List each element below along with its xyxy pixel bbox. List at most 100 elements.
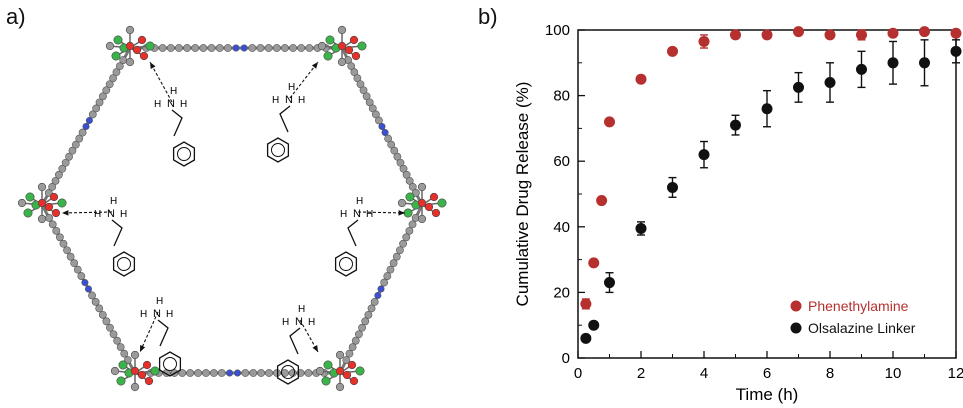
data-point — [856, 29, 867, 41]
carbon-atom — [248, 44, 257, 52]
oxygen-atom — [349, 376, 359, 386]
carbon-atom — [297, 44, 306, 52]
oxygen-atom — [344, 45, 354, 55]
binding-arrow — [149, 61, 173, 103]
oxygen-atom — [342, 370, 352, 380]
benzene-ring — [276, 359, 300, 385]
oxygen-atom — [424, 202, 434, 212]
metal-atom — [405, 192, 415, 202]
carbon-atom — [347, 62, 356, 71]
x-tick-label: 0 — [574, 365, 582, 382]
x-axis-label: Time (h) — [736, 385, 799, 404]
data-point — [950, 27, 962, 39]
carbon-atom — [289, 44, 297, 52]
carbon-atom — [99, 92, 107, 101]
carbon-atom — [91, 298, 100, 306]
amine-hydrogen-label: H — [308, 317, 315, 328]
data-point — [698, 34, 710, 49]
metal-atom — [437, 198, 447, 208]
carbon-atom — [51, 176, 60, 185]
data-point — [667, 176, 678, 198]
linker-strut — [338, 204, 424, 374]
amine-hydrogen-label: H — [340, 209, 347, 220]
carbon-atom — [393, 152, 402, 161]
metal-cluster — [317, 25, 367, 67]
carbon-atom — [241, 369, 250, 377]
data-point — [730, 29, 741, 41]
metal-cluster — [315, 350, 365, 392]
data-point — [887, 40, 899, 85]
carbon-atom — [380, 278, 389, 287]
data-point — [761, 89, 773, 128]
metal-atom — [118, 360, 128, 370]
y-tick-label: 0 — [562, 350, 570, 367]
metal-atom — [23, 208, 33, 218]
carbon-atom — [186, 369, 195, 377]
metal-atom — [323, 51, 333, 61]
carbon-atom — [63, 246, 71, 255]
carbon-atom — [397, 198, 407, 208]
marker — [856, 63, 867, 75]
oxygen-atom — [51, 208, 61, 218]
data-point — [667, 45, 678, 57]
phenethylamine-molecule: NH HH — [334, 196, 406, 277]
nitrogen-atom — [378, 123, 386, 131]
carbon-atom — [405, 226, 414, 235]
marker — [667, 181, 678, 193]
carbon-atom — [70, 259, 79, 268]
oxygen-atom — [335, 366, 345, 376]
data-point — [635, 73, 647, 85]
carbon-atom — [112, 68, 121, 77]
x-tick-label: 4 — [700, 365, 708, 382]
carbon-atom — [345, 349, 354, 358]
amine-hydrogen-label: H — [170, 86, 177, 97]
carbon-atom — [116, 343, 125, 352]
arrow-head — [398, 210, 405, 216]
carbon-atom — [217, 369, 226, 377]
nitrogen-atom — [234, 369, 242, 377]
data-point — [824, 29, 836, 41]
carbon-atom — [402, 170, 411, 179]
nitrogen-atom — [85, 285, 93, 293]
marker — [580, 298, 592, 310]
arrow-head — [150, 62, 156, 69]
ethyl-chain — [171, 109, 183, 137]
carbon-atom — [113, 336, 122, 345]
metal-cluster — [110, 350, 160, 392]
metal-atom — [150, 366, 160, 376]
linker-strut — [40, 47, 132, 206]
carbon-atom — [249, 369, 258, 377]
carbon-atom — [125, 25, 135, 35]
metal-atom — [116, 376, 126, 386]
nitrogen-atom — [381, 129, 389, 137]
metal-atom — [57, 198, 67, 208]
phenethylamine-molecule: NH HH — [266, 61, 319, 163]
carbon-atom — [396, 246, 404, 255]
oxygen-atom — [429, 192, 439, 202]
carbon-atom — [417, 214, 427, 224]
metal-atom — [145, 41, 155, 51]
benzene-ring — [112, 251, 136, 277]
carbon-atom — [389, 259, 398, 268]
carbon-atom — [305, 44, 314, 52]
marker — [580, 332, 592, 344]
oxygen-atom — [144, 376, 154, 386]
data-point — [596, 195, 608, 207]
metal-atom — [357, 41, 367, 51]
carbon-atom — [417, 182, 427, 192]
binding-arrow — [357, 211, 406, 214]
panel-b-label: b) — [478, 4, 498, 29]
x-tick-label: 10 — [885, 365, 902, 382]
oxygen-atom — [139, 51, 149, 61]
carbon-atom — [367, 304, 376, 313]
marker — [824, 29, 836, 41]
carbon-atom — [166, 44, 175, 52]
amine-hydrogen-label: H — [180, 99, 187, 110]
carbon-atom — [48, 220, 57, 229]
carbon-atom — [194, 369, 202, 377]
linker-strut — [130, 44, 342, 52]
carbon-atom — [358, 323, 366, 332]
y-tick-label: 60 — [553, 153, 570, 170]
carbon-atom — [115, 62, 124, 71]
y-tick-label: 20 — [553, 284, 570, 301]
